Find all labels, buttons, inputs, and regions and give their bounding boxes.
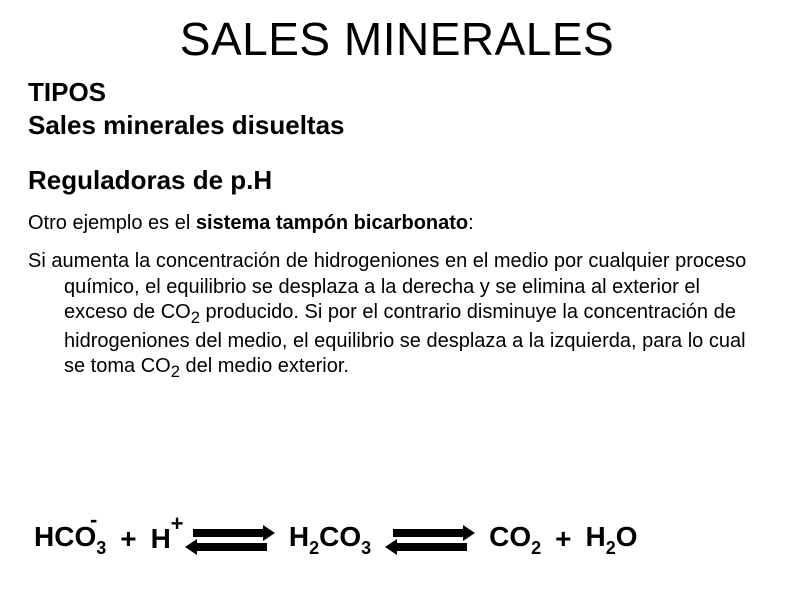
term-co2-base: CO bbox=[489, 521, 531, 552]
term-h2o-sub: 2 bbox=[606, 538, 616, 558]
term-hco3-sup: - bbox=[90, 509, 97, 531]
body-paragraph: Si aumenta la concentración de hidrogeni… bbox=[28, 249, 766, 382]
chemical-equation: HCO3 - + H + H2CO3 CO2 + H2O bbox=[34, 517, 638, 561]
lead-sentence: Otro ejemplo es el sistema tampón bicarb… bbox=[28, 212, 766, 235]
section-heading: Reguladoras de p.H bbox=[28, 165, 766, 196]
equilibrium-arrow-1 bbox=[185, 517, 275, 561]
term-h2co3: H2CO3 bbox=[289, 523, 371, 556]
equilibrium-arrow-2 bbox=[385, 517, 475, 561]
term-h-plus: H + bbox=[151, 525, 171, 553]
term-co2-sub: 2 bbox=[531, 538, 541, 558]
para-sub-1: 2 bbox=[191, 308, 200, 327]
term-h-sup: + bbox=[171, 513, 184, 535]
term-h2o: H2O bbox=[585, 523, 637, 556]
term-h2o-o: O bbox=[616, 521, 638, 552]
term-hco3-sub: 3 bbox=[96, 538, 106, 558]
term-hco3-base: HCO bbox=[34, 521, 96, 552]
arrow-icon bbox=[385, 517, 475, 561]
para-sub-2: 2 bbox=[171, 362, 180, 381]
term-h2co3-co: CO bbox=[319, 521, 361, 552]
arrow-icon bbox=[185, 517, 275, 561]
lead-post: : bbox=[468, 212, 474, 234]
subtitle-tipos: TIPOS bbox=[28, 76, 766, 109]
term-h2co3-h: H bbox=[289, 521, 309, 552]
term-co2: CO2 bbox=[489, 523, 541, 556]
term-hco3: HCO3 - bbox=[34, 523, 106, 556]
term-h2co3-sub1: 2 bbox=[309, 538, 319, 558]
lead-pre: Otro ejemplo es el bbox=[28, 212, 196, 234]
page-title: SALES MINERALES bbox=[28, 12, 766, 66]
plus-2: + bbox=[555, 523, 571, 555]
term-h2o-h: H bbox=[585, 521, 605, 552]
term-h-base: H bbox=[151, 523, 171, 554]
plus-1: + bbox=[120, 523, 136, 555]
para-part-3: del medio exterior. bbox=[180, 355, 349, 377]
lead-bold: sistema tampón bicarbonato bbox=[196, 212, 468, 234]
term-h2co3-sub2: 3 bbox=[361, 538, 371, 558]
subtitle-sales-disueltas: Sales minerales disueltas bbox=[28, 109, 766, 142]
